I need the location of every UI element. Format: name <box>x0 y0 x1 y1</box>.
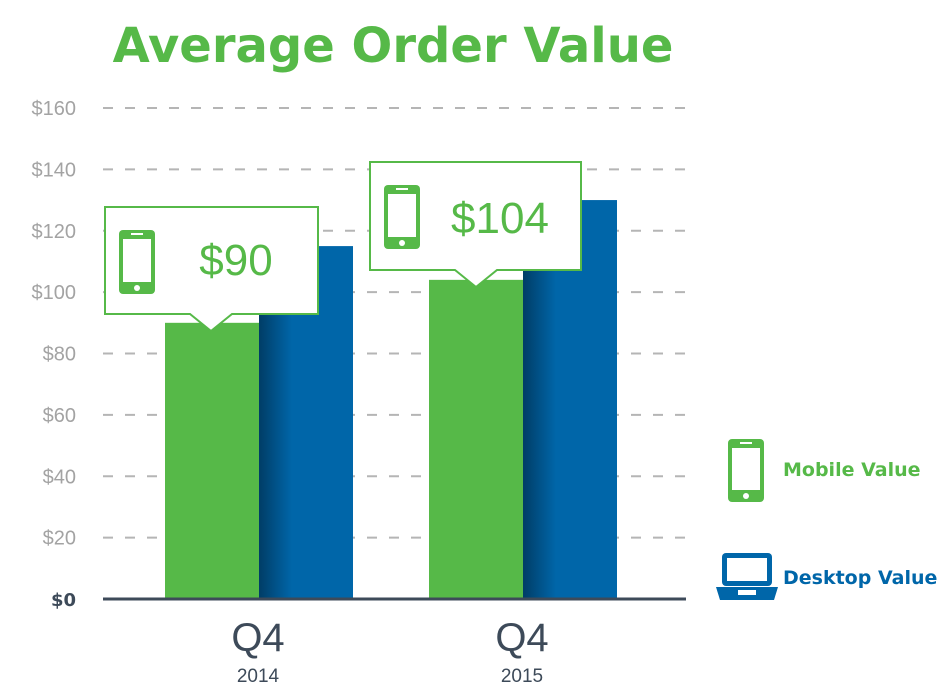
chart-title: Average Order Value <box>113 18 674 74</box>
y-axis-ticks: $0 $20 $40 $60 $80 $100 $120 $140 $160 <box>32 98 77 611</box>
y-tick-label: $100 <box>32 282 77 304</box>
legend-item-desktop: Desktop Value <box>716 553 937 600</box>
x-tick-label: Q4 <box>495 616 548 660</box>
callout-2015: $104 <box>369 161 582 289</box>
callout-value: $104 <box>451 194 549 243</box>
y-tick-label: $120 <box>32 221 77 243</box>
y-tick-label: $80 <box>43 344 76 366</box>
x-tick-sublabel: 2014 <box>237 666 280 687</box>
bar-mobile-value <box>165 322 259 599</box>
phone-icon <box>384 185 420 249</box>
y-tick-label: $60 <box>43 405 76 427</box>
x-tick-sublabel: 2015 <box>501 666 543 687</box>
x-axis-labels: Q4 2014 Q4 2015 <box>231 616 548 687</box>
callout-2014: $90 <box>104 206 319 333</box>
y-tick-label: $160 <box>32 98 77 120</box>
legend-label-mobile: Mobile Value <box>783 459 921 481</box>
phone-icon <box>119 230 155 294</box>
y-tick-label: $20 <box>43 528 76 550</box>
bar-mobile-value <box>429 279 523 599</box>
x-tick-label: Q4 <box>231 616 284 660</box>
callout-box <box>369 161 582 289</box>
y-tick-label: $40 <box>43 466 76 488</box>
legend-label-desktop: Desktop Value <box>783 567 937 589</box>
y-tick-label: $0 <box>51 590 76 611</box>
callout-value: $90 <box>199 236 272 285</box>
legend: Mobile Value Desktop Value <box>716 439 937 600</box>
legend-item-mobile: Mobile Value <box>728 439 921 502</box>
phone-icon <box>728 439 764 502</box>
laptop-icon <box>716 553 778 600</box>
callout-box <box>104 206 319 333</box>
y-tick-label: $140 <box>32 159 77 181</box>
